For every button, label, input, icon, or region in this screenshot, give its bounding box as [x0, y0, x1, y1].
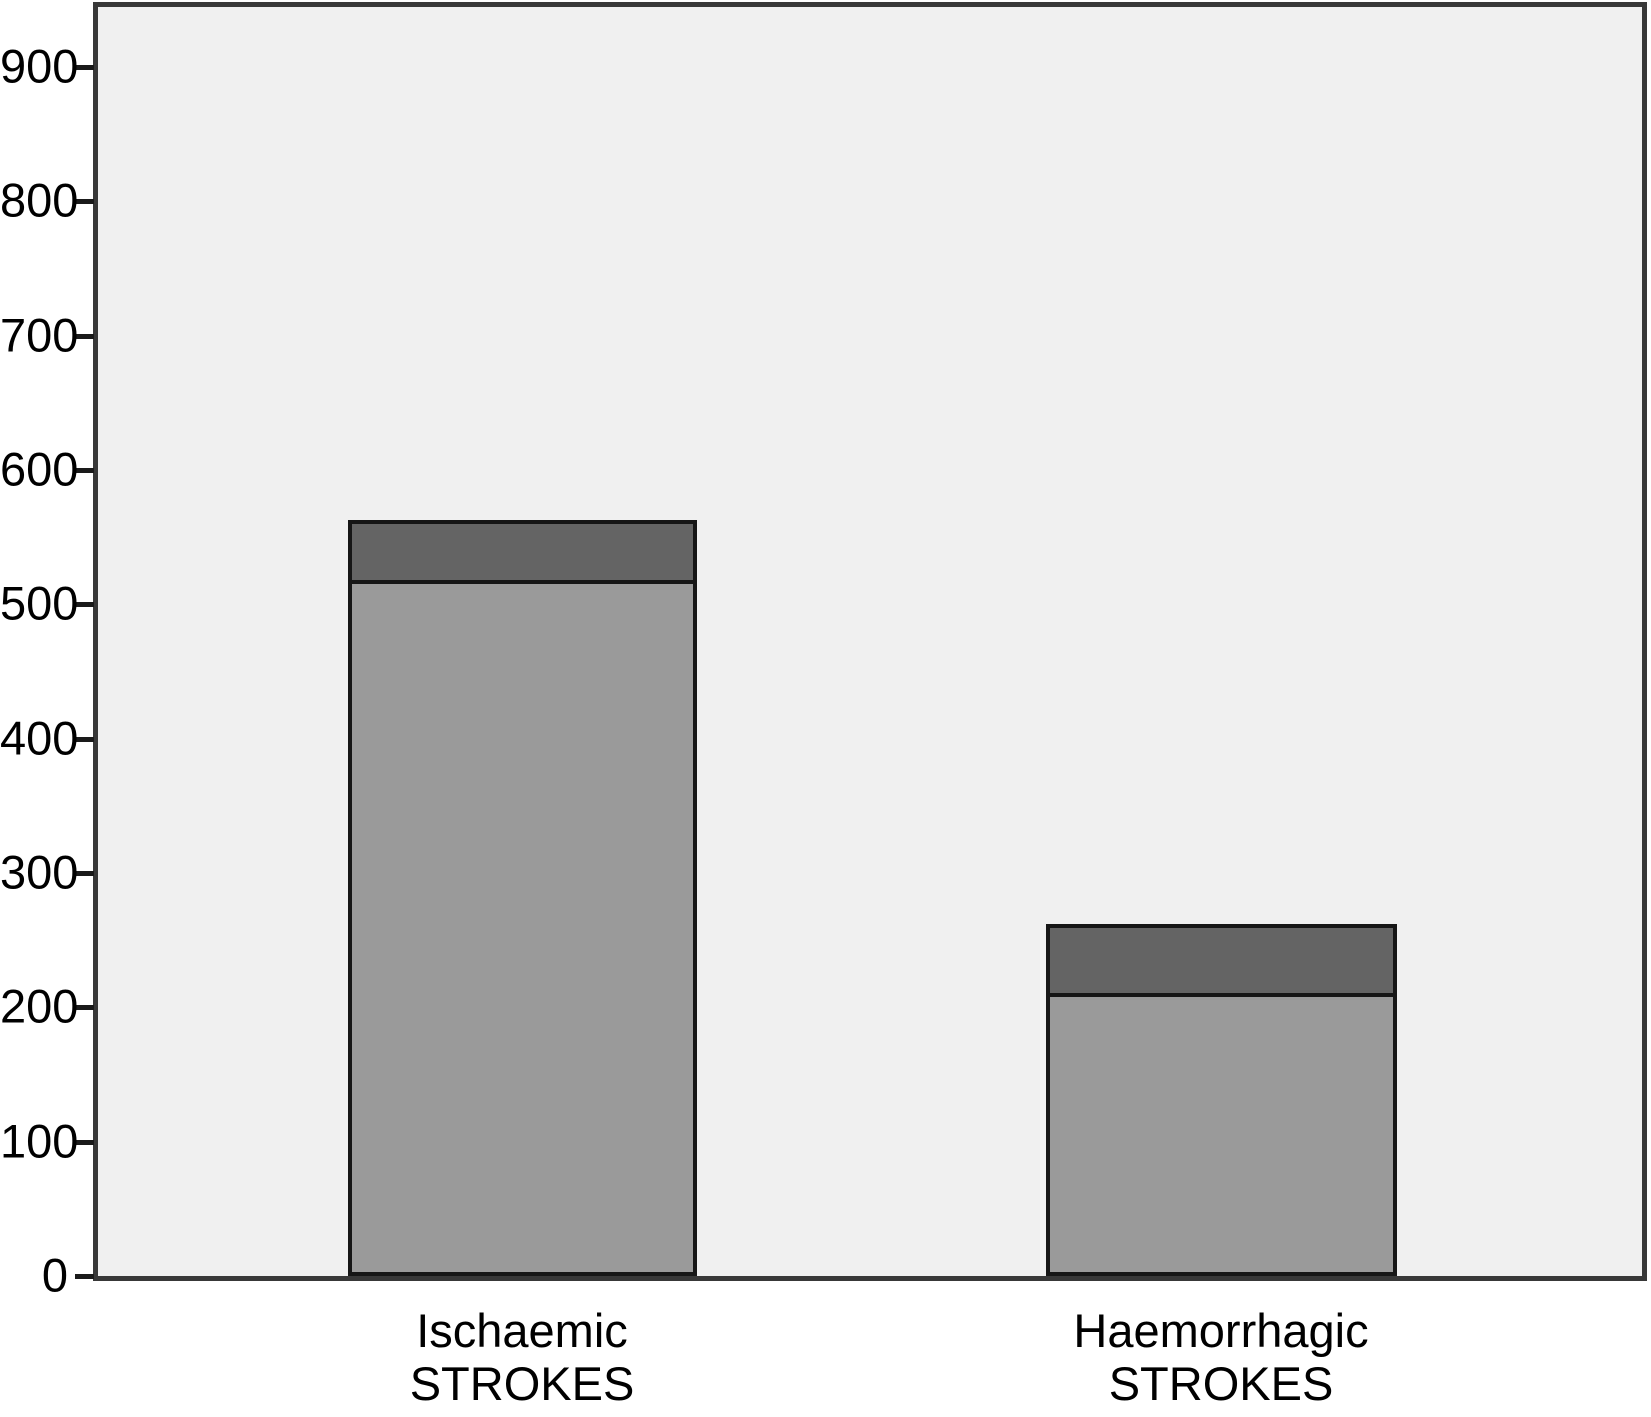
- bar-haemorrhagic-upper-segment: [1050, 928, 1393, 997]
- bar-haemorrhagic-strokes: [1046, 924, 1397, 1276]
- y-tick: [75, 602, 94, 607]
- y-tick-label: 200: [0, 979, 79, 1033]
- y-tick: [75, 737, 94, 742]
- y-tick: [75, 871, 94, 876]
- y-tick-label: 0: [41, 1248, 68, 1302]
- x-label-line: STROKES: [1108, 1357, 1334, 1410]
- bar-ischaemic-strokes: [348, 520, 697, 1276]
- y-tick: [75, 1140, 94, 1145]
- y-tick-label: 300: [0, 845, 79, 899]
- y-tick: [75, 65, 94, 70]
- y-tick-label: 900: [0, 39, 79, 93]
- y-tick-label: 600: [0, 442, 79, 496]
- x-label-line: Ischaemic: [416, 1304, 628, 1357]
- y-tick-label: 400: [0, 711, 79, 765]
- x-label-haemorrhagic: Haemorrhagic STROKES: [911, 1304, 1531, 1410]
- y-tick: [75, 468, 94, 473]
- y-tick-label: 500: [0, 576, 79, 630]
- y-tick: [75, 334, 94, 339]
- y-tick: [75, 1005, 94, 1010]
- y-tick: [75, 1274, 94, 1279]
- y-tick-label: 800: [0, 173, 79, 227]
- y-tick-label: 700: [0, 308, 79, 362]
- bar-haemorrhagic-lower-segment: [1050, 997, 1393, 1272]
- y-tick-label: 100: [0, 1114, 79, 1168]
- plot-inner: [98, 7, 1642, 1276]
- plot-area: [93, 2, 1647, 1281]
- x-label-ischaemic: Ischaemic STROKES: [212, 1304, 832, 1410]
- x-label-line: STROKES: [409, 1357, 635, 1410]
- bar-ischaemic-lower-segment: [352, 584, 693, 1272]
- y-tick: [75, 199, 94, 204]
- bar-ischaemic-upper-segment: [352, 524, 693, 584]
- x-label-line: Haemorrhagic: [1073, 1304, 1369, 1357]
